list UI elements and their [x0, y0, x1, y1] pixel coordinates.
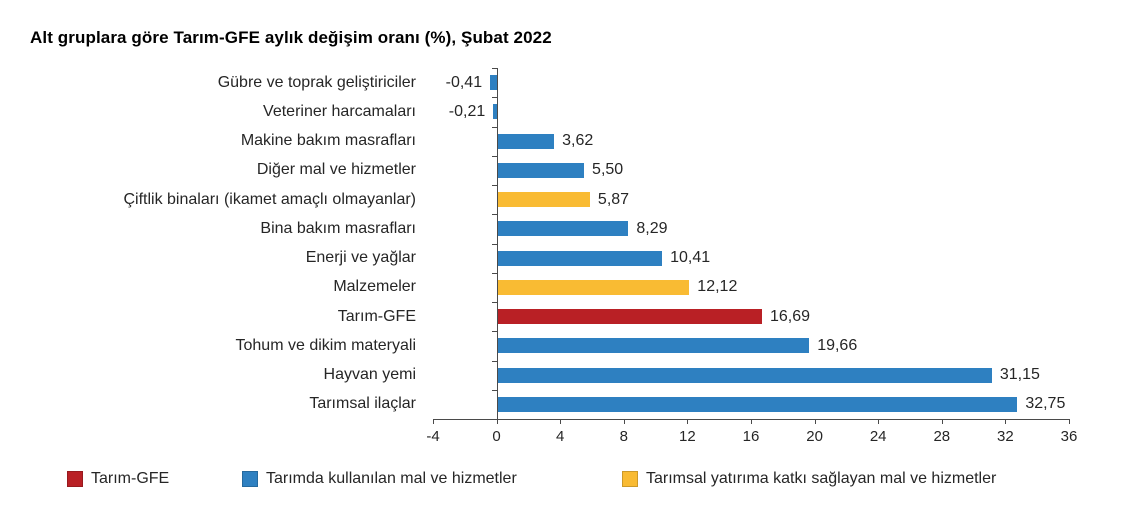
bar-used	[496, 221, 629, 237]
y-axis-tick	[491, 273, 497, 274]
x-axis-tick-label: -4	[426, 428, 440, 445]
bar-investment	[496, 192, 590, 208]
category-label: Gübre ve toprak geliştiriciler	[217, 73, 416, 91]
bar-used	[493, 104, 497, 120]
legend-swatch-tarimsal-yatirim	[622, 471, 638, 487]
category-label: Çiftlik binaları (ikamet amaçlı olmayanl…	[123, 190, 416, 208]
x-axis-tick	[1069, 419, 1070, 424]
value-label: 19,66	[817, 336, 858, 354]
bar-used	[496, 133, 555, 149]
legend-item-tarimsal-yatirim: Tarımsal yatırıma katkı sağlayan mal ve …	[622, 470, 996, 488]
category-label: Diğer mal ve hizmetler	[256, 161, 416, 179]
value-label: 31,15	[999, 366, 1040, 384]
value-label: 5,87	[597, 190, 630, 208]
value-label: 8,29	[636, 219, 668, 237]
x-axis-tick-label: 24	[869, 428, 887, 445]
y-axis-tick	[491, 156, 497, 157]
bar-used	[490, 75, 497, 91]
category-label: Veteriner harcamaları	[263, 102, 416, 120]
value-label: 10,41	[670, 249, 711, 267]
value-label: 16,69	[769, 307, 811, 325]
x-axis-tick	[560, 419, 562, 424]
value-label: 5,50	[592, 161, 624, 179]
y-axis-line	[496, 68, 498, 419]
category-label: Tarım-GFE	[337, 307, 416, 325]
x-axis-tick	[878, 419, 880, 424]
bar-used	[496, 367, 992, 383]
x-axis-tick-label: 8	[619, 428, 628, 445]
bar-gfe	[496, 309, 762, 325]
legend-item-tarim-gfe: Tarım-GFE	[67, 470, 169, 488]
bar-used	[496, 250, 663, 266]
y-axis-tick	[491, 97, 497, 98]
category-label: Tarımsal ilaçlar	[309, 395, 416, 413]
value-label: -0,41	[445, 73, 483, 91]
legend-label-tarimda-kullanilan: Tarımda kullanılan mal ve hizmetler	[266, 470, 517, 487]
bar-used	[496, 338, 810, 354]
x-axis-tick	[1005, 419, 1007, 424]
x-axis-tick-label: 20	[806, 428, 823, 445]
legend-item-tarimda-kullanilan: Tarımda kullanılan mal ve hizmetler	[242, 470, 517, 488]
y-axis-tick	[491, 214, 497, 215]
y-axis-tick	[491, 68, 497, 69]
y-axis-tick	[491, 331, 497, 332]
category-label: Bina bakım masrafları	[260, 219, 416, 237]
y-axis-tick	[491, 361, 497, 362]
x-axis-tick	[941, 419, 943, 424]
y-axis-tick	[491, 390, 497, 391]
x-axis-tick	[623, 419, 625, 424]
category-label: Makine bakım masrafları	[240, 132, 416, 150]
bar-used	[496, 396, 1018, 412]
x-axis-tick-label: 4	[556, 428, 565, 445]
category-label: Tohum ve dikim materyali	[235, 336, 417, 354]
category-label: Malzemeler	[333, 278, 416, 296]
y-axis-tick	[491, 302, 497, 303]
value-label: 3,62	[562, 132, 594, 150]
x-axis-tick	[814, 419, 816, 424]
legend-label-tarimsal-yatirim: Tarımsal yatırıma katkı sağlayan mal ve …	[646, 470, 997, 487]
bar-used	[496, 162, 585, 178]
x-axis-tick-label: 12	[679, 428, 696, 445]
value-label: 12,12	[697, 278, 738, 296]
legend-label-tarim-gfe: Tarım-GFE	[91, 470, 170, 487]
x-axis-tick-label: 32	[997, 428, 1014, 445]
x-axis-tick-label: 0	[492, 428, 501, 445]
category-label: Hayvan yemi	[323, 366, 416, 384]
x-axis-tick-label: 28	[933, 428, 951, 445]
value-label: -0,21	[448, 102, 486, 120]
legend-swatch-tarimda-kullanilan	[242, 471, 258, 487]
x-axis-tick	[433, 419, 434, 424]
bar-investment	[496, 279, 690, 295]
value-label: 32,75	[1025, 395, 1066, 413]
y-axis-tick	[491, 244, 497, 245]
x-axis-tick-label: 16	[742, 428, 760, 445]
x-axis-tick-label: 36	[1060, 428, 1078, 445]
x-axis-tick	[496, 419, 498, 424]
x-axis-tick	[687, 419, 689, 424]
legend-swatch-tarim-gfe	[67, 471, 83, 487]
chart-title: Alt gruplara göre Tarım-GFE aylık değişi…	[30, 28, 552, 47]
x-axis-tick	[751, 419, 752, 424]
y-axis-tick	[491, 185, 497, 186]
category-label: Enerji ve yağlar	[305, 249, 416, 267]
y-axis-tick	[491, 127, 497, 128]
